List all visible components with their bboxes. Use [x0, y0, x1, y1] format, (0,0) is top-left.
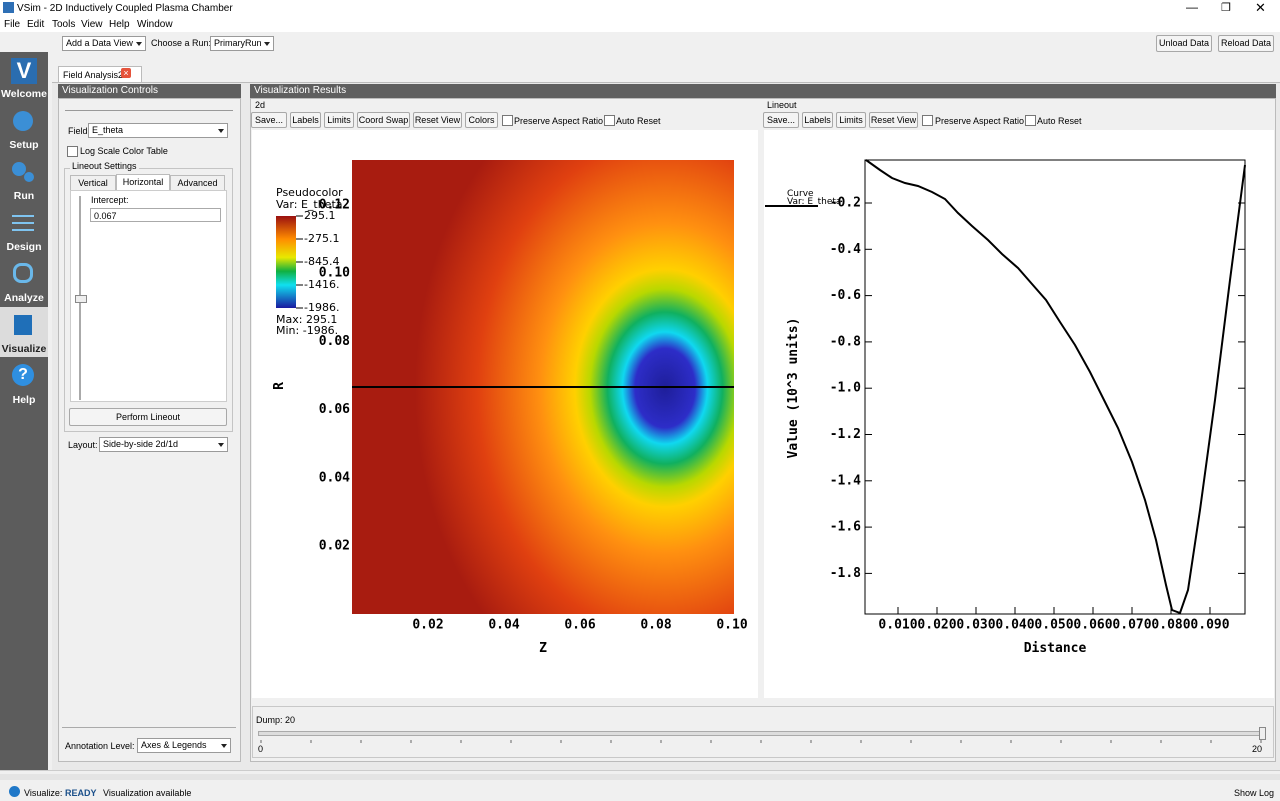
- nav-design[interactable]: Design: [0, 205, 48, 255]
- perform-lineout-button[interactable]: Perform Lineout: [69, 408, 227, 426]
- lineout-group-title: Lineout Settings: [70, 161, 139, 171]
- coord-swap-button[interactable]: Coord Swap: [357, 112, 410, 128]
- dump-handle[interactable]: [1259, 727, 1266, 740]
- intercept-input[interactable]: 0.067: [90, 208, 221, 222]
- data-view-combo[interactable]: Add a Data View: [62, 36, 146, 51]
- nav-label: Analyze: [4, 292, 44, 304]
- aspect-label: Preserve Aspect Ratio: [514, 116, 604, 126]
- status-icon: [9, 786, 20, 797]
- status-state: READY: [65, 788, 97, 798]
- status-message: Visualization available: [103, 788, 192, 798]
- nav-analyze[interactable]: Analyze: [0, 256, 48, 306]
- lineout-group: [64, 168, 233, 432]
- auto-reset-checkbox[interactable]: [604, 115, 615, 126]
- nav-visualize[interactable]: Visualize: [0, 307, 48, 357]
- intercept-label: Intercept:: [91, 195, 129, 205]
- nav-label: Design: [6, 241, 42, 253]
- colors-button[interactable]: Colors: [465, 112, 498, 128]
- tab-vertical[interactable]: Vertical: [70, 175, 116, 191]
- nav-welcome[interactable]: V Welcome: [1, 58, 47, 100]
- show-log[interactable]: Show Log: [1234, 788, 1275, 798]
- menu-item[interactable]: Tools: [52, 19, 76, 30]
- layout-label: Layout:: [68, 440, 98, 450]
- nav-label: Run: [13, 190, 35, 202]
- log-scale-checkbox[interactable]: [67, 146, 78, 157]
- aspect-checkbox[interactable]: [922, 115, 933, 126]
- save-button[interactable]: Save...: [763, 112, 799, 128]
- reset-view-button[interactable]: Reset View: [869, 112, 918, 128]
- auto-reset-label: Auto Reset: [616, 116, 661, 126]
- status-spacer: [0, 774, 1280, 780]
- menu-bar: [0, 17, 1280, 32]
- group-2d-title: 2d: [255, 100, 266, 110]
- nav-label: Visualize: [1, 343, 47, 355]
- nav-setup[interactable]: Setup: [0, 103, 48, 153]
- dump-panel: [252, 706, 1274, 758]
- maximize[interactable]: ❐: [1221, 2, 1231, 14]
- field-combo[interactable]: E_theta: [88, 123, 228, 138]
- menu-item[interactable]: Window: [137, 19, 173, 30]
- menu-item[interactable]: Help: [109, 19, 130, 30]
- nav-label: Welcome: [1, 88, 47, 100]
- auto-reset-checkbox[interactable]: [1025, 115, 1036, 126]
- separator: [65, 110, 233, 111]
- reload-button[interactable]: Reload Data: [1218, 35, 1274, 52]
- annotation-label: Annotation Level:: [65, 741, 135, 751]
- aspect-label: Preserve Aspect Ratio: [935, 116, 1025, 126]
- separator: [62, 727, 236, 728]
- minimize[interactable]: —: [1186, 0, 1198, 14]
- aspect-checkbox[interactable]: [502, 115, 513, 126]
- dump-min: 0: [258, 744, 264, 754]
- tab-page: [70, 190, 227, 402]
- tab-close[interactable]: ×: [121, 68, 131, 78]
- dump-track: [258, 731, 1264, 736]
- limits-button[interactable]: Limits: [836, 112, 866, 128]
- slider-handle[interactable]: [75, 295, 87, 303]
- menu-item[interactable]: File: [4, 19, 21, 30]
- tab-label[interactable]: Field Analysis2: [63, 70, 124, 80]
- layout-combo[interactable]: Side-by-side 2d/1d: [99, 437, 228, 452]
- unload-button[interactable]: Unload Data: [1156, 35, 1212, 52]
- results-panel: [250, 98, 1276, 762]
- menu-item[interactable]: View: [81, 19, 103, 30]
- dump-max: 20: [1252, 744, 1263, 754]
- close[interactable]: ✕: [1255, 0, 1266, 15]
- nav-run[interactable]: Run: [0, 154, 48, 204]
- app-icon: [3, 2, 14, 13]
- results-header: Visualization Results: [250, 84, 1276, 98]
- annotation-combo[interactable]: Axes & Legends: [137, 738, 231, 753]
- tab-advanced[interactable]: Advanced: [170, 175, 225, 191]
- labels-button[interactable]: Labels: [290, 112, 321, 128]
- dump-label: Dump: 20: [256, 715, 296, 725]
- labels-button[interactable]: Labels: [802, 112, 833, 128]
- auto-reset-label: Auto Reset: [1037, 116, 1082, 126]
- limits-button[interactable]: Limits: [324, 112, 354, 128]
- nav-label: Help: [12, 394, 36, 406]
- menu-item[interactable]: Edit: [27, 19, 45, 30]
- tab-horizontal[interactable]: Horizontal: [116, 174, 170, 191]
- controls-header: Visualization Controls: [58, 84, 241, 98]
- field-label: Field: [68, 126, 88, 136]
- window-title: VSim - 2D Inductively Coupled Plasma Cha…: [17, 3, 233, 14]
- log-scale-label: Log Scale Color Table: [80, 146, 168, 156]
- run-combo[interactable]: PrimaryRun: [210, 36, 274, 51]
- title-bar: [0, 0, 1280, 17]
- status-label: Visualize:: [24, 788, 63, 798]
- nav-help[interactable]: ? Help: [0, 358, 48, 408]
- group-lineout-title: Lineout: [767, 100, 797, 110]
- save-button[interactable]: Save...: [251, 112, 287, 128]
- reset-view-button[interactable]: Reset View: [413, 112, 462, 128]
- run-label: Choose a Run:: [151, 38, 212, 48]
- nav-label: Setup: [9, 139, 39, 151]
